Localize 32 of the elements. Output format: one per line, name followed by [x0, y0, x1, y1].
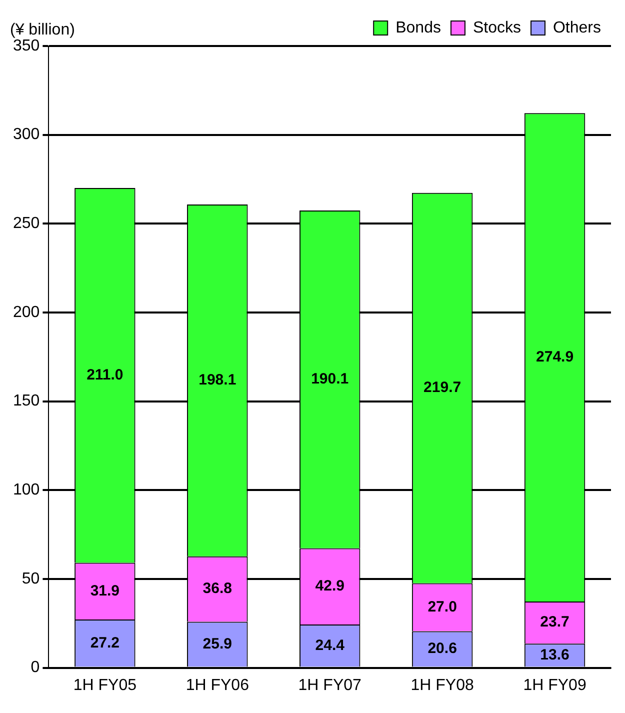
legend-label: Stocks: [472, 19, 521, 36]
y-axis-title: (¥ billion): [10, 21, 75, 38]
data-label: 274.9: [536, 348, 574, 366]
data-label: 27.0: [428, 598, 457, 616]
x-tick-label: 1H FY09: [523, 676, 586, 694]
data-label: 190.1: [311, 370, 349, 388]
data-label: 20.6: [428, 640, 457, 658]
data-label: 219.7: [424, 379, 462, 396]
y-tick-label: 200: [12, 304, 40, 321]
y-tick-label: 350: [12, 37, 40, 54]
data-label: 27.2: [90, 634, 120, 652]
y-tick-label: 100: [12, 482, 40, 499]
data-label: 25.9: [202, 635, 232, 652]
y-tick-label: 250: [12, 215, 40, 232]
data-label: 23.7: [540, 614, 570, 631]
data-label: 36.8: [202, 580, 232, 598]
y-tick-label: 300: [12, 126, 40, 144]
y-tick-label: 150: [12, 392, 40, 410]
y-tick-label: 0: [30, 659, 40, 676]
y-tick-label: 50: [22, 570, 40, 588]
x-tick-label: 1H FY05: [73, 676, 137, 694]
data-label: 198.1: [198, 372, 236, 389]
x-tick-label: 1H FY07: [298, 676, 362, 694]
x-tick-label: 1H FY06: [186, 676, 250, 694]
legend-label: Others: [552, 19, 601, 36]
data-label: 42.9: [315, 577, 344, 594]
data-label: 24.4: [315, 636, 346, 654]
data-label: 13.6: [540, 646, 570, 664]
data-label: 211.0: [86, 366, 124, 384]
data-label: 31.9: [90, 582, 120, 600]
x-tick-label: 1H FY08: [410, 676, 474, 694]
legend-label: Bonds: [396, 19, 441, 36]
